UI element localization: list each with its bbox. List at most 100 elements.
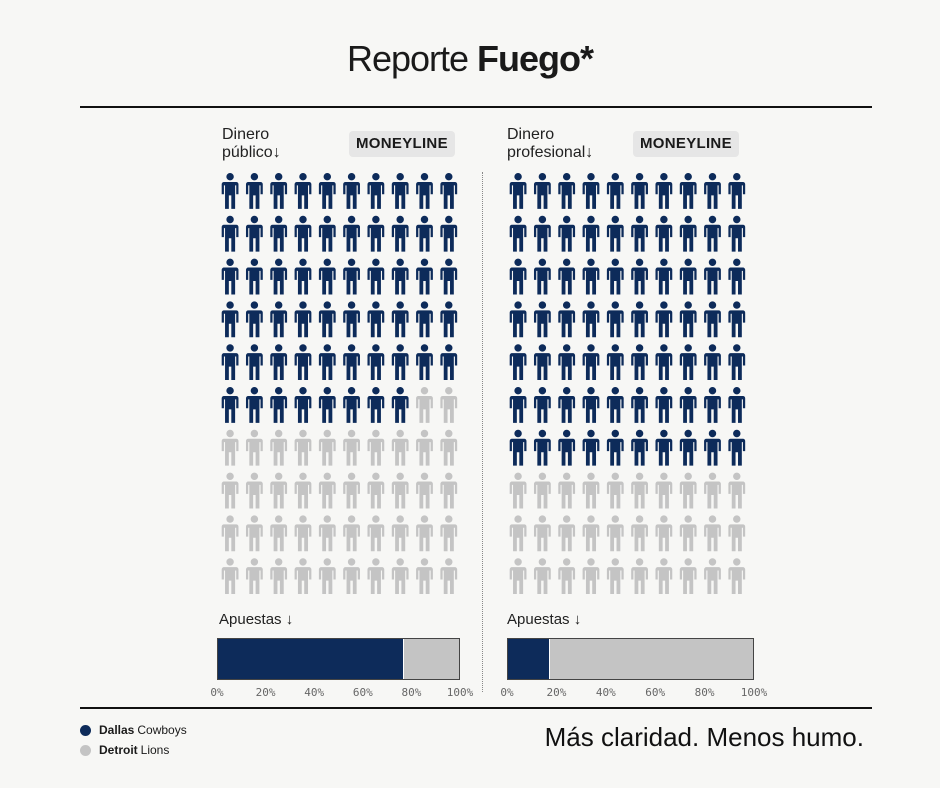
- person-icon-detroit: [440, 387, 458, 423]
- panel-label-line2: público↓: [222, 144, 281, 161]
- person-icon-detroit: [221, 558, 239, 595]
- person-icon-dallas: [704, 173, 721, 209]
- person-icon-dallas: [416, 258, 433, 295]
- person-icon-dallas: [679, 387, 697, 423]
- person-icon-dallas: [533, 258, 551, 295]
- person-icon-dallas: [294, 258, 312, 295]
- person-icon-detroit: [391, 429, 409, 466]
- person-icon-dallas: [367, 215, 385, 252]
- person-icon-dallas: [221, 173, 239, 209]
- person-icon-dallas: [221, 344, 239, 381]
- person-icon-dallas: [533, 173, 551, 209]
- person-icon-dallas: [704, 344, 721, 381]
- legend-dot-detroit: [80, 744, 91, 756]
- person-icon-dallas: [679, 301, 697, 338]
- person-icon-dallas: [533, 301, 551, 338]
- person-icon-dallas: [294, 215, 312, 252]
- person-icon-dallas: [509, 215, 527, 252]
- person-icon-dallas: [391, 301, 409, 338]
- legend: Dallas Cowboys Detroit Lions: [80, 720, 187, 760]
- person-icon-detroit: [533, 515, 551, 552]
- person-icon-dallas: [631, 301, 648, 338]
- person-icon-detroit: [245, 558, 263, 595]
- person-icon-detroit: [631, 515, 648, 552]
- legend-team: Detroit: [99, 743, 138, 757]
- person-icon-dallas: [245, 258, 263, 295]
- person-icon-dallas: [631, 173, 648, 209]
- person-icon-dallas: [679, 173, 697, 209]
- waffle-chart-pro: [509, 173, 746, 595]
- bottom-rule: [80, 707, 872, 709]
- tick-label: 0%: [500, 686, 514, 699]
- person-icon-dallas: [704, 301, 721, 338]
- person-icon-detroit: [245, 472, 263, 509]
- moneyline-badge: MONEYLINE: [633, 131, 739, 157]
- person-icon-dallas: [245, 344, 263, 381]
- person-icon-dallas: [606, 215, 624, 252]
- person-icon-detroit: [440, 429, 458, 466]
- person-icon-dallas: [655, 344, 673, 381]
- person-icon-dallas: [509, 173, 527, 209]
- person-icon-detroit: [606, 558, 624, 595]
- person-icon-dallas: [367, 301, 385, 338]
- person-icon-detroit: [704, 558, 721, 595]
- person-icon-dallas: [606, 301, 624, 338]
- person-icon-dallas: [367, 387, 385, 423]
- person-icon-dallas: [606, 258, 624, 295]
- person-icon-dallas: [343, 215, 360, 252]
- person-icon-dallas: [270, 387, 288, 423]
- person-icon-detroit: [270, 515, 288, 552]
- person-icon-dallas: [318, 387, 336, 423]
- person-icon-dallas: [728, 258, 746, 295]
- person-icon-dallas: [270, 344, 288, 381]
- person-icon-detroit: [704, 472, 721, 509]
- person-icon-detroit: [343, 429, 360, 466]
- person-icon-dallas: [416, 173, 433, 209]
- person-icon-dallas: [294, 344, 312, 381]
- person-icon-dallas: [631, 387, 648, 423]
- person-icon-detroit: [318, 472, 336, 509]
- person-icon-dallas: [582, 344, 600, 381]
- person-icon-detroit: [728, 472, 746, 509]
- person-icon-detroit: [728, 515, 746, 552]
- person-icon-dallas: [509, 258, 527, 295]
- person-icon-dallas: [655, 429, 673, 466]
- person-icon-dallas: [606, 387, 624, 423]
- person-icon-dallas: [440, 215, 458, 252]
- person-icon-detroit: [221, 429, 239, 466]
- person-icon-dallas: [270, 173, 288, 209]
- person-icon-dallas: [582, 173, 600, 209]
- person-icon-dallas: [606, 173, 624, 209]
- panel-label-line2: profesional↓: [507, 144, 594, 161]
- person-icon-dallas: [533, 215, 551, 252]
- person-icon-detroit: [679, 558, 697, 595]
- person-icon-dallas: [391, 387, 409, 423]
- bar-segment-dallas: [218, 639, 403, 679]
- person-icon-dallas: [655, 215, 673, 252]
- person-icon-dallas: [606, 344, 624, 381]
- person-icon-dallas: [582, 387, 600, 423]
- person-icon-dallas: [294, 173, 312, 209]
- person-icon-detroit: [391, 515, 409, 552]
- person-icon-dallas: [221, 387, 239, 423]
- person-icon-dallas: [245, 173, 263, 209]
- person-icon-dallas: [558, 344, 576, 381]
- person-icon-dallas: [728, 173, 746, 209]
- person-icon-dallas: [728, 429, 746, 466]
- tick-label: 40%: [304, 686, 325, 699]
- person-icon-dallas: [679, 215, 697, 252]
- legend-name: Cowboys: [137, 723, 187, 737]
- moneyline-badge: MONEYLINE: [349, 131, 455, 157]
- person-icon-detroit: [318, 558, 336, 595]
- person-icon-detroit: [679, 515, 697, 552]
- person-icon-dallas: [606, 429, 624, 466]
- bar-segment-dallas: [508, 639, 550, 679]
- person-icon-dallas: [728, 387, 746, 423]
- person-icon-dallas: [318, 215, 336, 252]
- panel-label-public: Dinero público↓: [222, 126, 281, 162]
- stacked-bar-public: [217, 638, 460, 680]
- person-icon-dallas: [245, 387, 263, 423]
- tick-label: 80%: [401, 686, 422, 699]
- person-icon-detroit: [655, 515, 673, 552]
- person-icon-dallas: [318, 258, 336, 295]
